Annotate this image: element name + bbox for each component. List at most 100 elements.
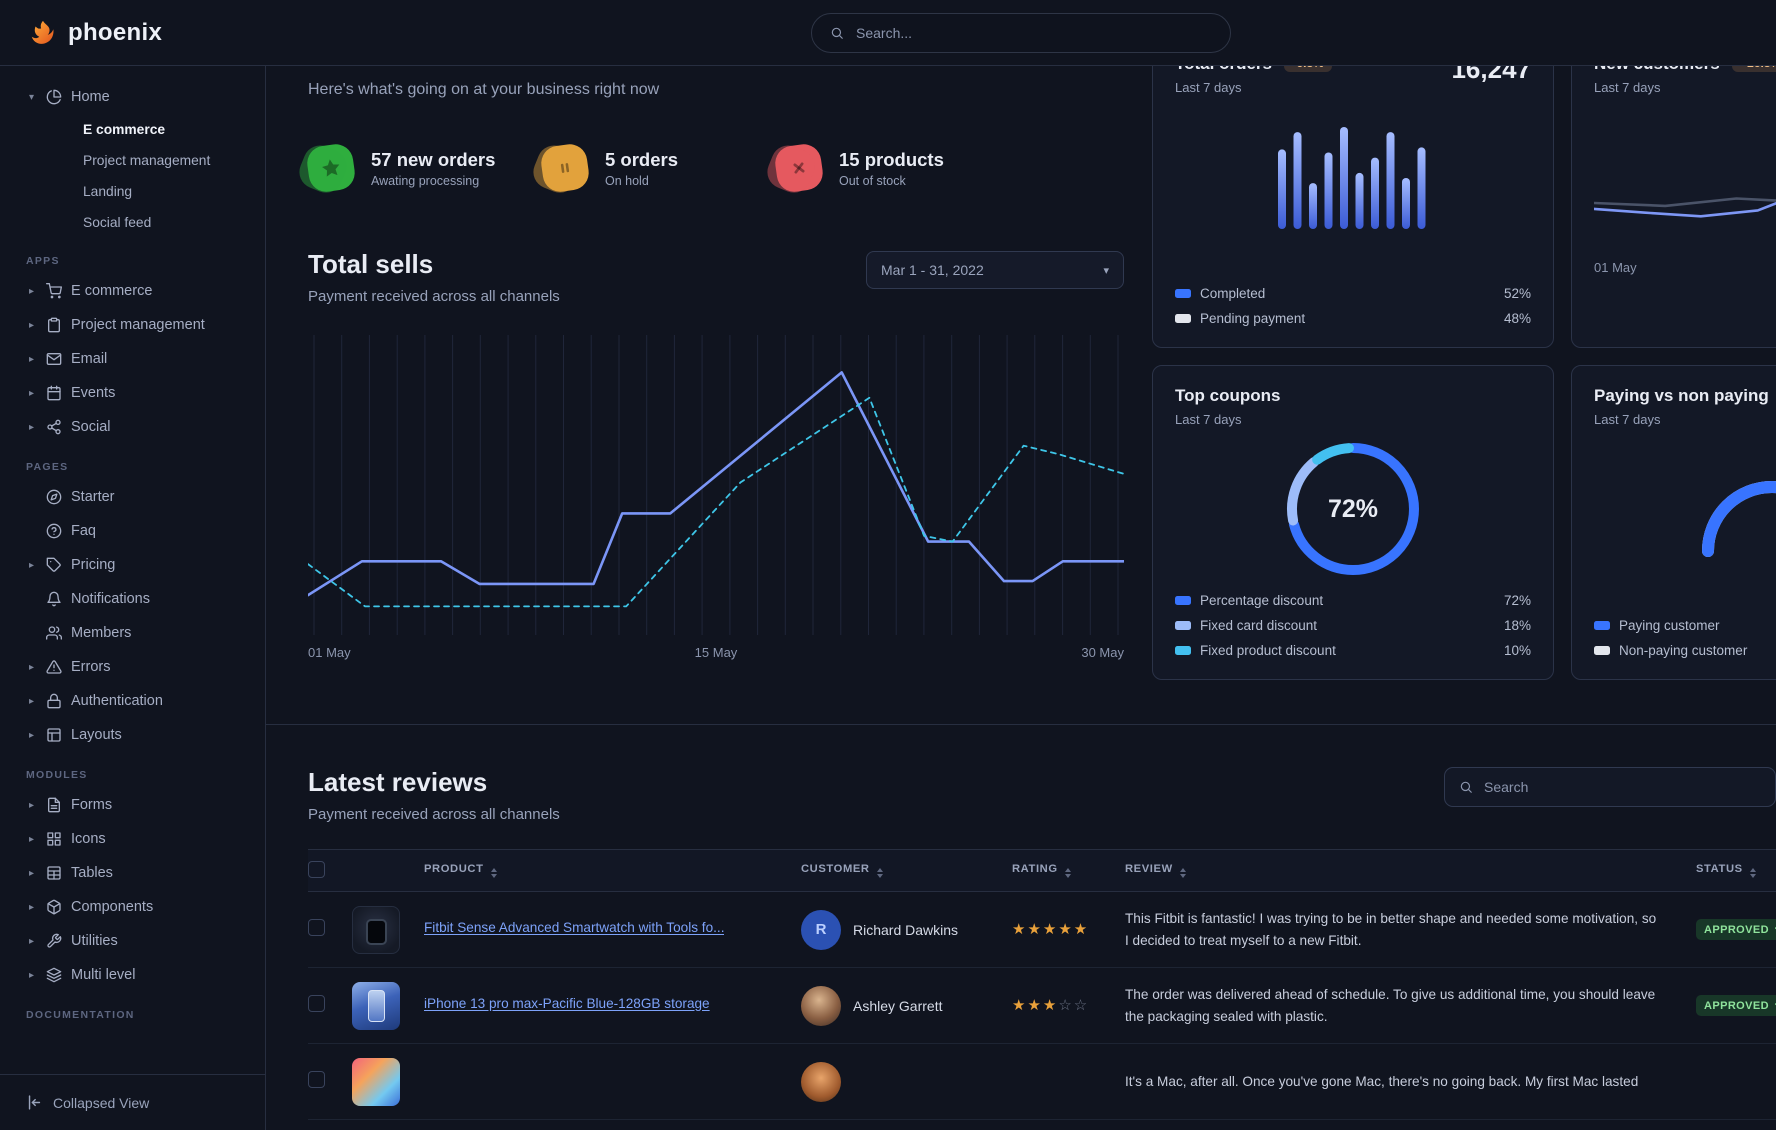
legend-label: Fixed card discount — [1200, 618, 1318, 633]
customer-name: Ashley Garrett — [853, 997, 943, 1014]
mail-icon — [46, 351, 62, 367]
status-badge: APPROVED — [1696, 995, 1776, 1016]
column-header-customer[interactable]: CUSTOMER — [801, 849, 1012, 892]
legend-label: Paying customer — [1619, 618, 1720, 633]
chevron-right-icon: ▸ — [28, 285, 35, 297]
navbar-search[interactable] — [811, 13, 1231, 53]
sidebar-item-label: Tables — [71, 865, 113, 881]
status-badge: APPROVED — [1696, 919, 1776, 940]
sidebar-item-layouts[interactable]: ▸ Layouts — [26, 718, 251, 752]
legend-swatch — [1175, 621, 1191, 630]
sidebar-item-label: Project management — [83, 153, 211, 168]
product-thumbnail — [352, 1057, 400, 1106]
chevron-right-icon: ▸ — [28, 387, 35, 399]
collapsed-view-toggle[interactable]: Collapsed View — [0, 1074, 265, 1130]
avatar — [801, 985, 841, 1026]
legend-swatch — [1594, 621, 1610, 630]
sidebar-section-title: PAGES — [26, 461, 69, 473]
card-period: Last 7 days — [1175, 80, 1242, 95]
sidebar-item-e-commerce[interactable]: E commerce — [26, 114, 251, 145]
navbar-search-input[interactable] — [854, 24, 1212, 42]
reviews-search[interactable] — [1444, 767, 1776, 807]
sidebar-item-faq[interactable]: Faq — [26, 514, 251, 548]
sidebar-nav: ▾ Home E commerce Project management Lan… — [0, 80, 265, 1021]
legend-value: 48% — [1503, 311, 1531, 326]
legend-value: 52% — [1503, 286, 1531, 301]
x-tick: 30 May — [1081, 645, 1124, 660]
sidebar-item-utilities[interactable]: ▸ Utilities — [26, 924, 251, 958]
chevron-right-icon: ▸ — [28, 901, 35, 913]
new-customers-chart — [1592, 151, 1776, 248]
sidebar-item-multi-level[interactable]: ▸ Multi level — [26, 958, 251, 992]
sidebar-item-email[interactable]: ▸ Email — [26, 342, 251, 376]
pie-chart-icon — [46, 89, 62, 105]
chevron-right-icon: ▸ — [28, 729, 35, 741]
share-icon — [46, 419, 62, 435]
sidebar-item-authentication[interactable]: ▸ Authentication — [26, 684, 251, 718]
card-period: Last 7 days — [1594, 80, 1661, 95]
legend-item-pending-payment: Pending payment 48% — [1175, 306, 1531, 331]
reviews-title: Latest reviews — [308, 767, 488, 797]
chevron-right-icon: ▸ — [28, 969, 35, 981]
customer-cell — [801, 1061, 1012, 1102]
svg-text:72%: 72% — [1328, 495, 1378, 523]
row-checkbox[interactable] — [308, 994, 325, 1012]
sidebar-item-project-management[interactable]: Project management — [26, 145, 251, 176]
sidebar-item-project-management[interactable]: ▸ Project management — [26, 308, 251, 342]
chevron-right-icon: ▸ — [28, 421, 35, 433]
sidebar-item-home[interactable]: ▾ Home — [26, 80, 251, 114]
total-sells-header: Total sells Payment received across all … — [308, 249, 1124, 305]
sidebar-item-e-commerce[interactable]: ▸ E commerce — [26, 274, 251, 308]
sidebar-item-starter[interactable]: Starter — [26, 480, 251, 514]
sidebar-item-members[interactable]: Members — [26, 616, 251, 650]
product-link[interactable]: Fitbit Sense Advanced Smartwatch with To… — [424, 919, 725, 935]
stat-value: 5 orders — [605, 148, 679, 170]
column-header-rating[interactable]: RATING — [1012, 849, 1125, 892]
column-header-review[interactable]: REVIEW — [1125, 849, 1696, 892]
customer-cell: Ashley Garrett — [801, 985, 1012, 1026]
reviews-search-input[interactable] — [1482, 778, 1761, 796]
row-checkbox[interactable] — [308, 918, 325, 936]
sort-icon — [1749, 868, 1756, 878]
select-all-checkbox[interactable] — [308, 860, 325, 878]
review-text: It's a Mac, after all. Once you've gone … — [1125, 1073, 1639, 1089]
sidebar-item-social[interactable]: ▸ Social — [26, 410, 251, 444]
page-subtitle: Here's what's going on at your business … — [308, 81, 660, 98]
column-header-status[interactable]: STATUS — [1696, 849, 1776, 892]
rating-stars: ★★★☆☆ — [1012, 997, 1090, 1014]
sidebar-item-components[interactable]: ▸ Components — [26, 890, 251, 924]
reviews-table: PRODUCT CUSTOMER RATING REVIEW STATUS Fi… — [308, 849, 1776, 1120]
layout-icon — [46, 727, 62, 743]
product-link[interactable]: iPhone 13 pro max-Pacific Blue-128GB sto… — [424, 995, 710, 1011]
brand[interactable]: phoenix — [28, 18, 162, 48]
sidebar-item-forms[interactable]: ▸ Forms — [26, 788, 251, 822]
sidebar-item-icons[interactable]: ▸ Icons — [26, 822, 251, 856]
row-checkbox[interactable] — [308, 1070, 325, 1088]
table-row: It's a Mac, after all. Once you've gone … — [308, 1043, 1776, 1120]
x-tick: 15 May — [694, 645, 738, 660]
sidebar-item-errors[interactable]: ▸ Errors — [26, 650, 251, 684]
legend-label: Percentage discount — [1200, 593, 1324, 608]
total-sells-title: Total sells — [308, 249, 434, 279]
help-circle-icon — [46, 523, 62, 539]
sidebar-item-social-feed[interactable]: Social feed — [26, 207, 251, 238]
rating-stars: ★★★★★ — [1012, 921, 1090, 938]
legend-item-paying-customer: Paying customer — [1594, 613, 1776, 638]
sidebar-item-pricing[interactable]: ▸ Pricing — [26, 548, 251, 582]
column-label: RATING — [1012, 863, 1058, 875]
sidebar-item-notifications[interactable]: Notifications — [26, 582, 251, 616]
sidebar-item-tables[interactable]: ▸ Tables — [26, 856, 251, 890]
column-label: PRODUCT — [424, 863, 484, 875]
sidebar-item-landing[interactable]: Landing — [26, 176, 251, 207]
sidebar-item-label: Pricing — [71, 557, 116, 573]
legend-value: 10% — [1503, 643, 1531, 658]
card-period: Last 7 days — [1594, 412, 1661, 427]
sidebar-item-events[interactable]: ▸ Events — [26, 376, 251, 410]
search-icon — [1459, 780, 1473, 794]
date-range-select[interactable]: Mar 1 - 31, 2022 ▾ — [866, 251, 1124, 289]
paying-legend: Paying customer Non-paying customer — [1594, 613, 1776, 663]
chevron-down-icon: ▾ — [28, 91, 35, 103]
chevron-right-icon: ▸ — [28, 559, 35, 571]
column-header-product[interactable]: PRODUCT — [424, 849, 801, 892]
